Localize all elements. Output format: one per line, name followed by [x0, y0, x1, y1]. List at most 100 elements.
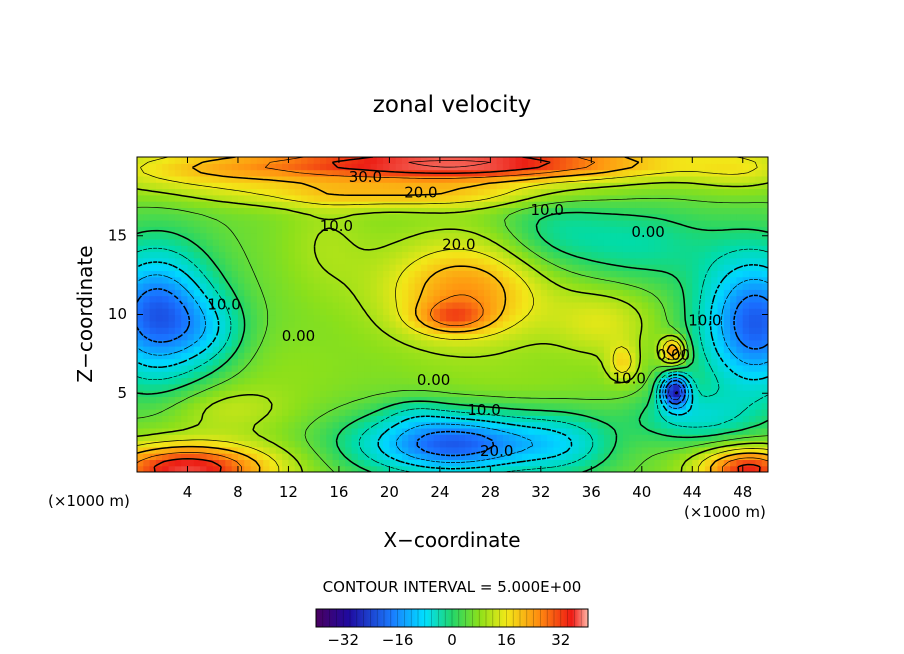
- heatmap-cell: [282, 364, 290, 372]
- heatmap-cell: [717, 270, 725, 278]
- heatmap-cell: [490, 289, 498, 297]
- heatmap-cell: [698, 333, 706, 341]
- heatmap-cell: [269, 390, 277, 397]
- heatmap-cell: [282, 226, 290, 234]
- heatmap-cell: [225, 232, 233, 240]
- heatmap-cell: [155, 427, 163, 435]
- heatmap-cell: [263, 270, 271, 278]
- heatmap-cell: [376, 352, 384, 360]
- heatmap-cell: [547, 421, 555, 429]
- heatmap-cell: [206, 283, 214, 290]
- heatmap-cell: [553, 396, 561, 404]
- heatmap-cell: [301, 226, 308, 234]
- heatmap-cell: [534, 390, 542, 397]
- heatmap-cell: [711, 295, 719, 303]
- heatmap-cell: [408, 194, 416, 202]
- heatmap-cell: [137, 339, 144, 347]
- heatmap-cell: [162, 264, 170, 271]
- heatmap-cell: [559, 270, 567, 278]
- heatmap-cell: [439, 207, 447, 215]
- heatmap-cell: [269, 257, 277, 265]
- heatmap-cell: [685, 320, 693, 328]
- heatmap-cell: [408, 402, 416, 410]
- heatmap-cell: [225, 213, 233, 221]
- heatmap-cell: [345, 453, 353, 460]
- heatmap-cell: [622, 295, 630, 303]
- heatmap-cell: [591, 220, 599, 227]
- heatmap-cell: [597, 232, 605, 240]
- heatmap-cell: [723, 333, 731, 341]
- heatmap-cell: [685, 415, 693, 423]
- heatmap-cell: [761, 257, 768, 265]
- heatmap-cell: [528, 182, 536, 190]
- heatmap-cell: [660, 308, 668, 316]
- heatmap-cell: [566, 446, 573, 454]
- heatmap-cell: [288, 270, 296, 278]
- heatmap-cell: [244, 440, 252, 448]
- heatmap-cell: [244, 402, 252, 410]
- heatmap-cell: [477, 434, 485, 442]
- heatmap-cell: [307, 409, 315, 416]
- heatmap-cell: [540, 301, 548, 309]
- heatmap-cell: [237, 270, 245, 278]
- heatmap-cell: [427, 213, 435, 221]
- heatmap-cell: [629, 194, 637, 202]
- heatmap-cell: [319, 220, 327, 227]
- heatmap-cell: [490, 295, 498, 303]
- heatmap-cell: [162, 213, 170, 221]
- heatmap-cell: [383, 301, 390, 309]
- heatmap-cell: [427, 434, 435, 442]
- heatmap-cell: [364, 308, 372, 316]
- heatmap-cell: [679, 459, 687, 467]
- heatmap-cell: [673, 320, 681, 328]
- heatmap-cell: [610, 295, 618, 303]
- heatmap-cell: [648, 257, 656, 265]
- heatmap-cell: [414, 232, 422, 240]
- heatmap-cell: [446, 175, 454, 183]
- heatmap-cell: [635, 377, 643, 385]
- heatmap-cell: [244, 295, 252, 303]
- heatmap-cell: [338, 283, 346, 290]
- heatmap-cell: [187, 396, 195, 404]
- heatmap-cell: [149, 440, 157, 448]
- heatmap-cell: [603, 390, 611, 397]
- heatmap-cell: [225, 371, 233, 379]
- heatmap-cell: [149, 163, 157, 171]
- heatmap-cell: [420, 226, 428, 234]
- heatmap-cell: [206, 364, 214, 372]
- heatmap-cell: [326, 327, 334, 334]
- heatmap-cell: [420, 371, 428, 379]
- heatmap-cell: [162, 308, 170, 316]
- heatmap-cell: [465, 459, 473, 467]
- heatmap-cell: [547, 327, 555, 334]
- heatmap-cell: [572, 421, 580, 429]
- heatmap-cell: [212, 377, 220, 385]
- heatmap-cell: [244, 421, 252, 429]
- heatmap-cell: [149, 396, 157, 404]
- heatmap-cell: [345, 169, 353, 177]
- heatmap-cell: [502, 364, 510, 372]
- heatmap-cell: [654, 421, 662, 429]
- heatmap-cell: [597, 257, 605, 265]
- heatmap-cell: [711, 157, 719, 164]
- heatmap-cell: [648, 446, 656, 454]
- heatmap-cell: [717, 446, 725, 454]
- heatmap-cell: [439, 238, 447, 246]
- heatmap-cell: [351, 264, 359, 271]
- heatmap-cell: [477, 289, 485, 297]
- heatmap-cell: [313, 175, 321, 183]
- heatmap-cell: [521, 264, 529, 271]
- heatmap-cell: [307, 327, 315, 334]
- heatmap-cell: [698, 377, 706, 385]
- heatmap-cell: [237, 276, 245, 284]
- heatmap-cell: [237, 245, 245, 253]
- heatmap-cell: [345, 390, 353, 397]
- heatmap-cell: [654, 232, 662, 240]
- heatmap-cell: [603, 232, 611, 240]
- heatmap-cell: [622, 194, 630, 202]
- heatmap-cell: [402, 339, 409, 347]
- heatmap-cell: [502, 220, 510, 227]
- heatmap-cell: [528, 383, 536, 391]
- heatmap-cell: [704, 182, 712, 190]
- heatmap-cell: [332, 283, 340, 290]
